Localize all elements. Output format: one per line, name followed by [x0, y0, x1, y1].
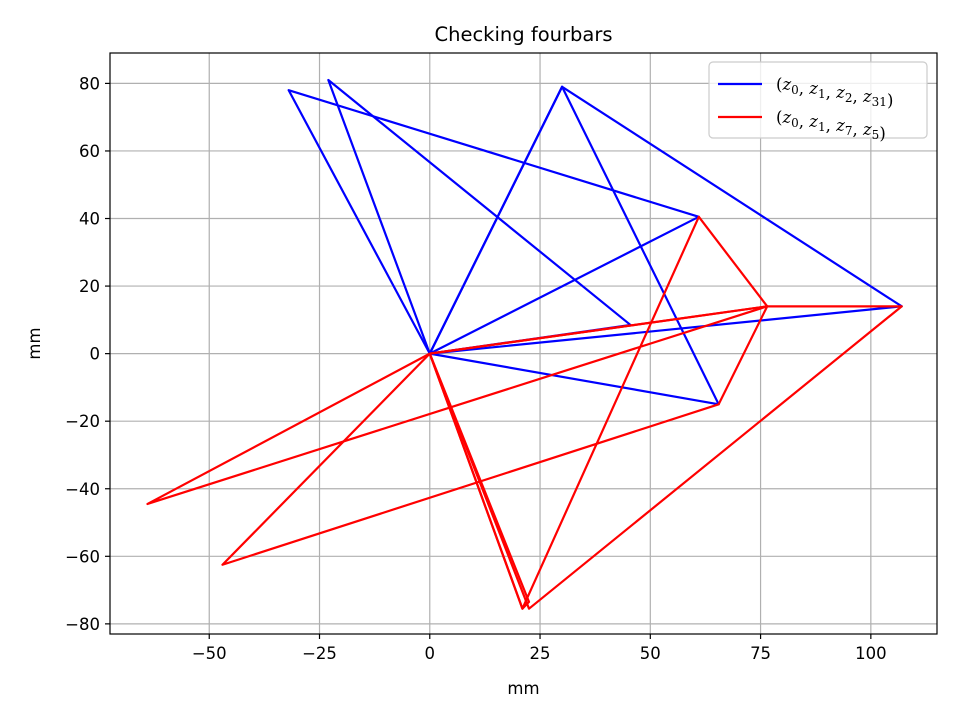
- legend: (z0, z1, z2, z31)(z0, z1, z7, z5): [708, 61, 928, 143]
- y-tick-label: 40: [79, 210, 100, 229]
- series-2: [146, 215, 903, 610]
- y-tick-label: 60: [79, 142, 100, 161]
- x-tick-label: −25: [302, 644, 337, 663]
- series-layer: [146, 78, 903, 610]
- y-tick-label: 20: [79, 277, 100, 296]
- y-tick-label: 0: [90, 345, 101, 364]
- series-line: [428, 353, 531, 610]
- x-tick-label: 25: [530, 644, 551, 663]
- x-axis-label: mm: [507, 679, 539, 698]
- y-ticks: −80 −60 −40 −20 0 20 40 60 80: [65, 74, 110, 634]
- x-tick-label: 0: [425, 644, 436, 663]
- x-tick-label: 100: [855, 644, 887, 663]
- chart-title: Checking fourbars: [434, 23, 612, 46]
- series-line: [428, 305, 903, 610]
- plot-frame: [109, 52, 938, 635]
- y-tick-label: −60: [65, 547, 100, 566]
- series-line: [287, 89, 700, 355]
- y-tick-label: −20: [65, 412, 100, 431]
- y-tick-label: −40: [65, 480, 100, 499]
- legend-label: (z0, z1, z2, z31): [776, 75, 893, 110]
- legend-frame: [708, 61, 928, 139]
- x-ticks: −50 −25 0 25 50 75 100: [192, 634, 887, 663]
- y-tick-label: 80: [79, 74, 100, 93]
- x-tick-label: 75: [750, 644, 771, 663]
- legend-label: (z0, z1, z7, z5): [776, 108, 886, 143]
- x-tick-label: 50: [640, 644, 661, 663]
- y-axis-label: mm: [25, 327, 44, 359]
- x-tick-label: −50: [192, 644, 227, 663]
- series-line: [428, 85, 720, 406]
- y-tick-label: −80: [65, 615, 100, 634]
